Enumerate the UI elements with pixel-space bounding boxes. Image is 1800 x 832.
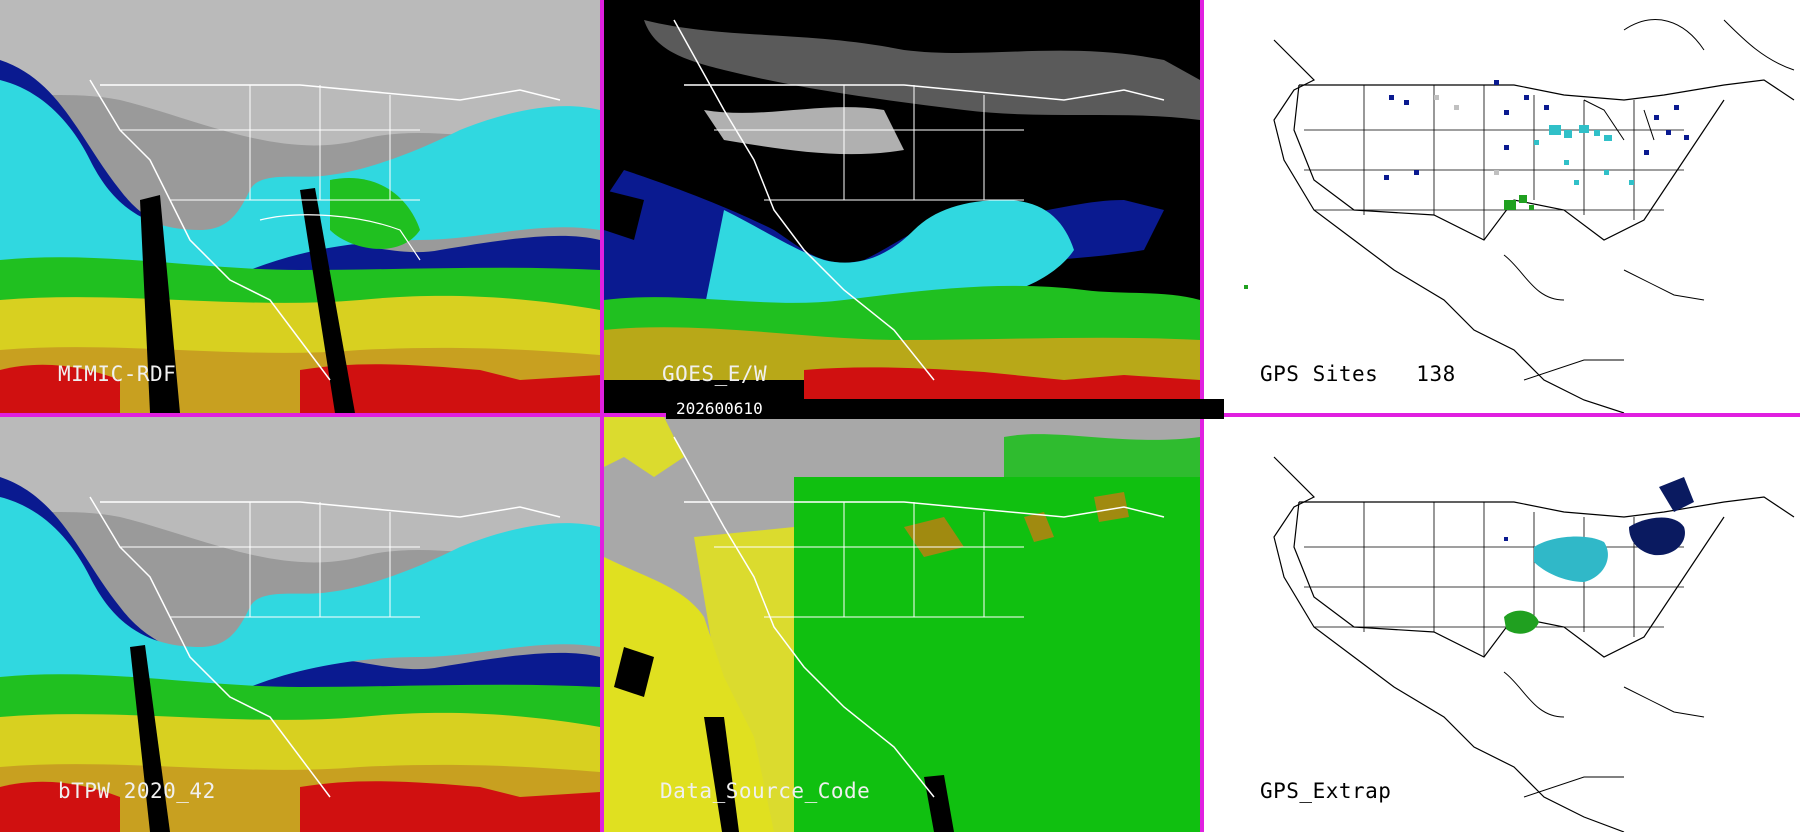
mimic-rdf-map: [0, 0, 600, 413]
mimic-rdf-label: MIMIC-RDF: [58, 362, 177, 386]
goes-ew-label: GOES_E/W: [662, 362, 768, 386]
goes-ew-panel: GOES_E/W: [604, 0, 1200, 413]
data-source-label: Data_Source_Code: [660, 779, 871, 803]
gps-extrap-panel: GPS_Extrap: [1204, 417, 1800, 832]
gps-sites-map: [1204, 0, 1800, 413]
btpw-label: bTPW 2020_42: [58, 779, 216, 803]
btpw-map: [0, 417, 600, 832]
btpw-panel: bTPW 2020_42: [0, 417, 600, 832]
gps-sites-label: GPS Sites 138: [1260, 362, 1456, 386]
data-source-panel: Data_Source_Code: [604, 417, 1200, 832]
gps-sites-count: 138: [1416, 362, 1456, 386]
date-stamp: 202600610: [666, 399, 1224, 419]
gps-sites-panel: GPS Sites 138: [1204, 0, 1800, 413]
mimic-rdf-panel: MIMIC-RDF: [0, 0, 600, 413]
gps-sites-title: GPS Sites: [1260, 362, 1379, 386]
data-source-map: [604, 417, 1200, 832]
gps-extrap-label: GPS_Extrap: [1260, 779, 1392, 803]
gps-extrap-map: [1204, 417, 1800, 832]
goes-ew-map: [604, 0, 1200, 413]
